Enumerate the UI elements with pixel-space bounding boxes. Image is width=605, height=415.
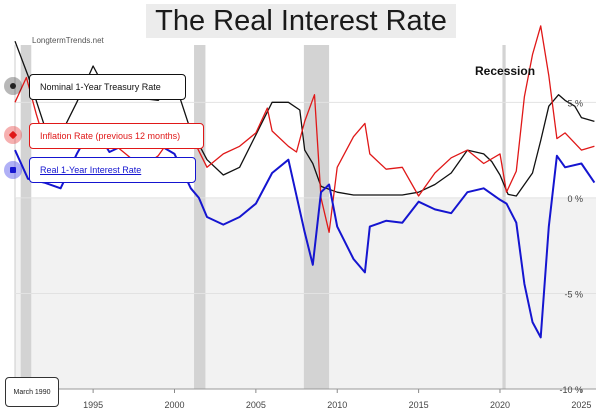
- cursor-date-label: March 1990: [13, 388, 51, 396]
- x-tick-label: 2015: [409, 400, 429, 410]
- recession-band-0: [20, 45, 32, 389]
- inflation-marker-icon[interactable]: [4, 126, 22, 144]
- x-tick-label: 2010: [327, 400, 347, 410]
- real-marker-icon[interactable]: [4, 161, 22, 179]
- grid-lines: [15, 101, 596, 393]
- y-tick-label: -5 %: [564, 289, 583, 299]
- legend-inflation[interactable]: Inflation Rate (previous 12 months): [29, 123, 204, 149]
- legend-nominal-label: Nominal 1-Year Treasury Rate: [40, 82, 161, 92]
- recession-band-1: [194, 45, 206, 389]
- x-tick-label: 1995: [83, 400, 103, 410]
- recession-label: Recession: [475, 64, 536, 78]
- brand-label[interactable]: LongtermTrends.net: [32, 36, 104, 45]
- legend-real-label: Real 1-Year Interest Rate: [40, 165, 142, 175]
- y-tick-label: 5 %: [567, 98, 583, 108]
- x-tick-label: 2000: [164, 400, 184, 410]
- chart-title: The Real Interest Rate: [155, 5, 447, 37]
- recession-band-3: [502, 45, 506, 389]
- axis-ticks: 5 % 0 % -5 % -10 % 1995 2000 2005 2010 2015 2020 2…: [83, 98, 591, 410]
- legend-nominal[interactable]: Nominal 1-Year Treasury Rate: [29, 74, 186, 100]
- y-tick-label: 0 %: [567, 194, 583, 204]
- title-box: The Real Interest Rate: [146, 4, 456, 38]
- x-tick-label: 2020: [490, 400, 510, 410]
- legend-inflation-label: Inflation Rate (previous 12 months): [40, 131, 181, 141]
- cursor-date-box: March 1990: [5, 377, 59, 407]
- nominal-marker-icon[interactable]: [4, 77, 22, 95]
- inflation-rate-line: [14, 25, 595, 233]
- x-tick-label: 2005: [246, 400, 266, 410]
- y-tick-label: -10 %: [559, 385, 583, 395]
- legend-real[interactable]: Real 1-Year Interest Rate: [29, 157, 196, 183]
- x-tick-label: 2025: [571, 400, 591, 410]
